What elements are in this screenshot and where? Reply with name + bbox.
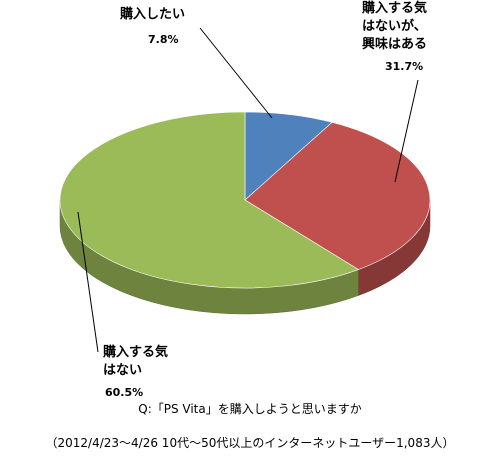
chart-title: Q:「PS Vita」を購入しようと思いますか bbox=[138, 402, 362, 416]
slice-label: 購入したい bbox=[120, 7, 186, 22]
leader-line bbox=[77, 211, 99, 353]
pie-slice bbox=[244, 122, 431, 270]
value-label: 31.7% bbox=[385, 60, 424, 73]
pie-slice bbox=[59, 111, 360, 289]
value-label: 7.8% bbox=[148, 33, 179, 46]
slice-label: 購入する気 はないが、 興味はある bbox=[362, 1, 428, 52]
slice-label: 購入する気 はない bbox=[103, 345, 169, 378]
value-label: 60.5% bbox=[105, 386, 144, 399]
chart-subtitle: （2012/4/23〜4/26 10代〜50代以上のインターネットユーザー1,0… bbox=[45, 436, 455, 450]
leader-line bbox=[199, 27, 273, 119]
leader-line bbox=[394, 79, 419, 183]
